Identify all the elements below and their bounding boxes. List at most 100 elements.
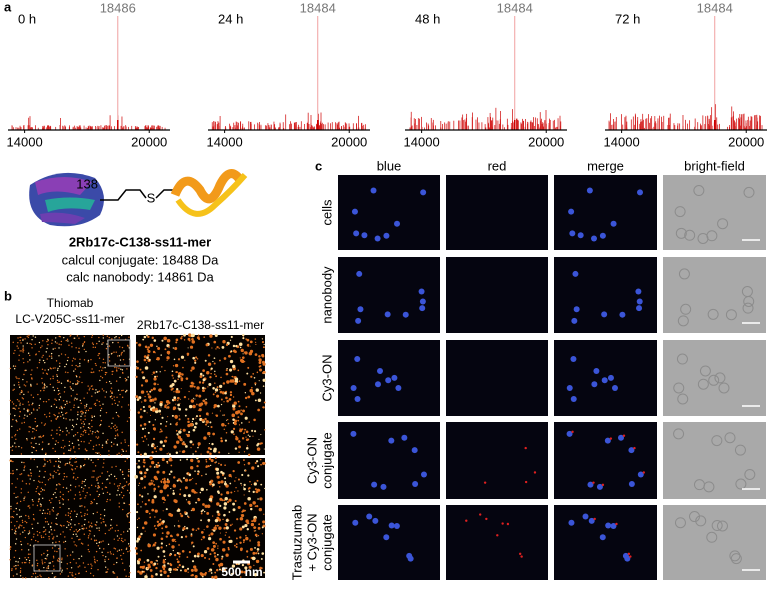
speckle [52, 538, 54, 540]
speckle [245, 436, 247, 438]
speckle [234, 382, 238, 385]
speckle [14, 532, 16, 534]
speckle [256, 371, 259, 374]
speckle [110, 553, 112, 555]
speckle [256, 447, 261, 451]
speckle [197, 527, 200, 530]
speckle [193, 554, 197, 558]
image-tile [446, 505, 548, 580]
speckle [46, 512, 49, 515]
speckle [44, 521, 47, 523]
cell [674, 206, 686, 218]
speckle [108, 475, 110, 477]
speckle [50, 522, 53, 524]
speckle [35, 449, 38, 452]
speckle [115, 380, 118, 382]
speckle [223, 414, 226, 416]
cell [743, 295, 755, 307]
speckle [240, 547, 243, 551]
cell [401, 434, 408, 441]
speckle [63, 541, 65, 543]
speckle [225, 526, 229, 530]
speckle [32, 427, 34, 430]
speckle [9, 460, 11, 462]
speckle [88, 423, 90, 425]
speckle [121, 406, 123, 408]
speckle [23, 466, 26, 469]
speckle [160, 481, 163, 484]
speckle [91, 388, 94, 390]
cell [678, 268, 690, 280]
speckle [58, 355, 60, 357]
speckle [258, 438, 260, 440]
speckle [150, 479, 153, 482]
speckle [224, 534, 227, 536]
speckle [27, 474, 29, 476]
speckle [44, 557, 47, 560]
speckle [42, 354, 44, 357]
cell [725, 309, 737, 321]
speckle [70, 457, 72, 459]
speckle [59, 396, 62, 398]
speckle [138, 535, 142, 539]
speckle [48, 535, 50, 538]
speckle [47, 479, 50, 481]
speckle [41, 563, 44, 565]
speckle [84, 484, 86, 487]
speckle [84, 458, 86, 460]
speckle [39, 503, 42, 505]
speckle [34, 336, 37, 338]
cell [573, 306, 580, 313]
cell [570, 356, 577, 363]
speckle [82, 425, 85, 428]
speckle [71, 424, 74, 427]
speckle [31, 339, 33, 341]
speckle [200, 510, 203, 513]
speckle [79, 505, 81, 507]
speckle [231, 564, 236, 568]
speckle [254, 547, 256, 549]
speckle [83, 441, 85, 443]
cell [699, 365, 711, 377]
speckle [202, 374, 205, 377]
speckle [220, 557, 223, 560]
speckle [27, 533, 30, 535]
speckle [166, 350, 171, 355]
speckle [159, 440, 163, 444]
speckle [156, 520, 160, 523]
speckle [163, 564, 166, 567]
speckle [228, 397, 232, 401]
speckle [43, 386, 45, 388]
speckle [94, 560, 96, 562]
speckle [218, 451, 221, 454]
speckle [14, 349, 16, 352]
speckle [145, 509, 149, 514]
speckle [42, 465, 45, 467]
red-dot [571, 430, 574, 434]
speckle [76, 335, 79, 337]
speckle [254, 338, 257, 340]
speckle [22, 347, 24, 349]
speckle [57, 560, 59, 562]
speckle [71, 574, 73, 576]
speckle [232, 502, 236, 506]
speckle [104, 532, 107, 535]
speckle [231, 413, 236, 418]
speckle [254, 533, 258, 537]
speckle [11, 515, 14, 518]
speckle [224, 464, 226, 467]
speckle [84, 506, 86, 508]
speckle [144, 427, 146, 429]
speckle [199, 395, 201, 397]
speckle [69, 484, 72, 486]
speckle [146, 559, 150, 562]
speckle [214, 388, 219, 392]
speckle [224, 523, 228, 526]
speckle [233, 572, 235, 574]
speckle [254, 384, 257, 386]
speckle [162, 550, 166, 553]
cell [374, 235, 381, 242]
speckle [73, 558, 75, 561]
cell [693, 185, 705, 197]
speckle [174, 540, 177, 543]
